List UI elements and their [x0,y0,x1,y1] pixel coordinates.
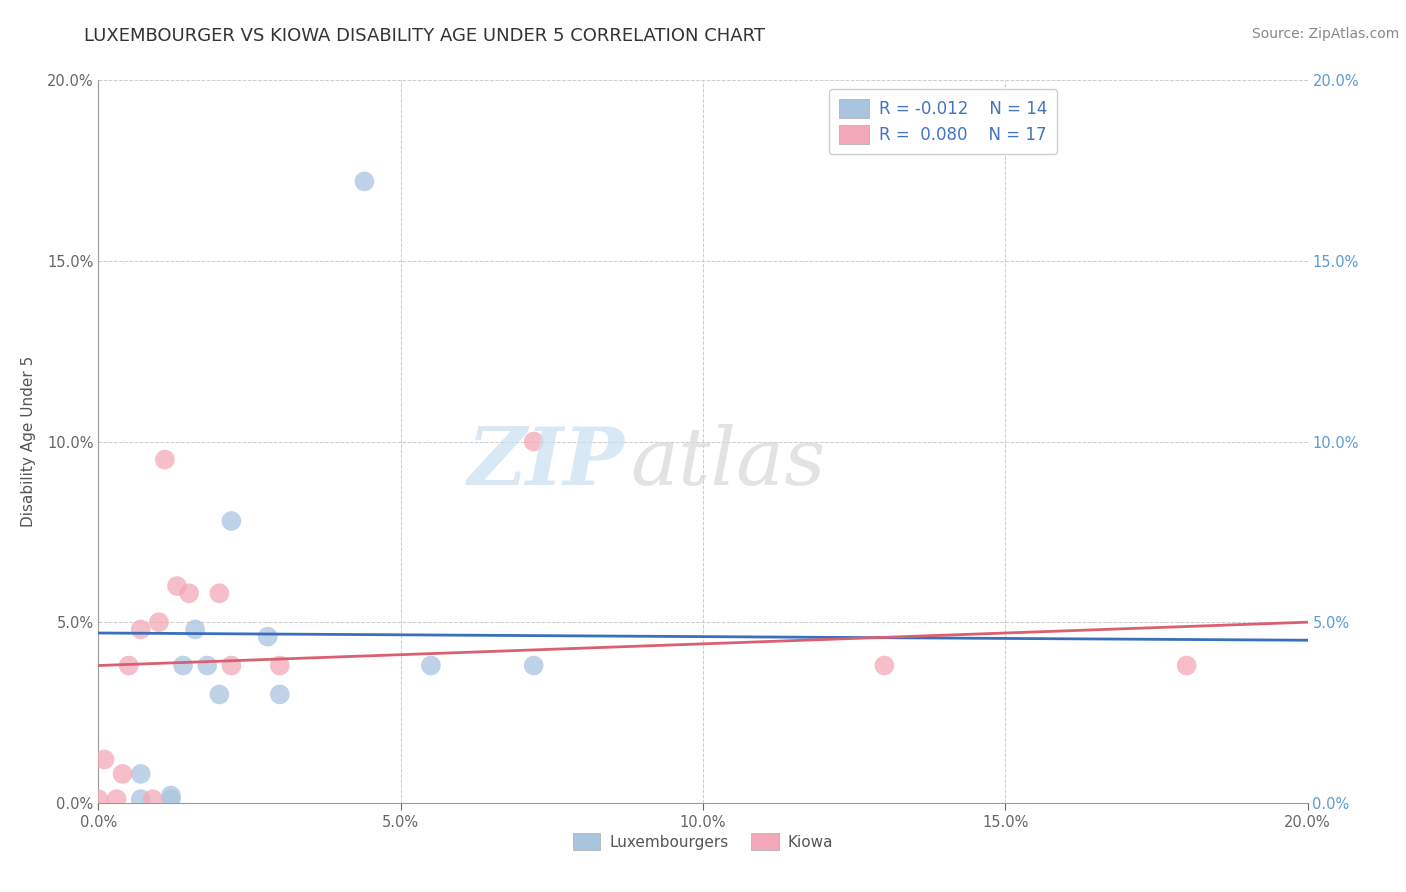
Point [1175,658,1198,673]
Y-axis label: Disability Age Under 5: Disability Age Under 5 [21,356,35,527]
Point [179,586,201,600]
Point [129,623,152,637]
Point [142,792,165,806]
Text: ZIP: ZIP [468,425,624,502]
Point [420,658,443,673]
Point [353,174,375,188]
Point [873,658,896,673]
Point [221,514,243,528]
Point [87,792,110,806]
Point [269,687,291,701]
Point [166,579,188,593]
Text: Source: ZipAtlas.com: Source: ZipAtlas.com [1251,27,1399,41]
Point [93,752,115,766]
Point [111,767,134,781]
Point [184,623,207,637]
Point [160,789,183,803]
Point [256,630,278,644]
Point [269,658,291,673]
Point [208,586,231,600]
Text: LUXEMBOURGER VS KIOWA DISABILITY AGE UNDER 5 CORRELATION CHART: LUXEMBOURGER VS KIOWA DISABILITY AGE UND… [84,27,765,45]
Point [153,452,176,467]
Point [129,767,152,781]
Point [118,658,141,673]
Point [172,658,194,673]
Point [208,687,231,701]
Text: atlas: atlas [630,425,825,502]
Point [129,792,152,806]
Point [523,434,546,449]
Point [105,792,128,806]
Point [195,658,218,673]
Legend: Luxembourgers, Kiowa: Luxembourgers, Kiowa [567,827,839,856]
Point [221,658,243,673]
Point [523,658,546,673]
Point [148,615,170,630]
Point [160,792,183,806]
